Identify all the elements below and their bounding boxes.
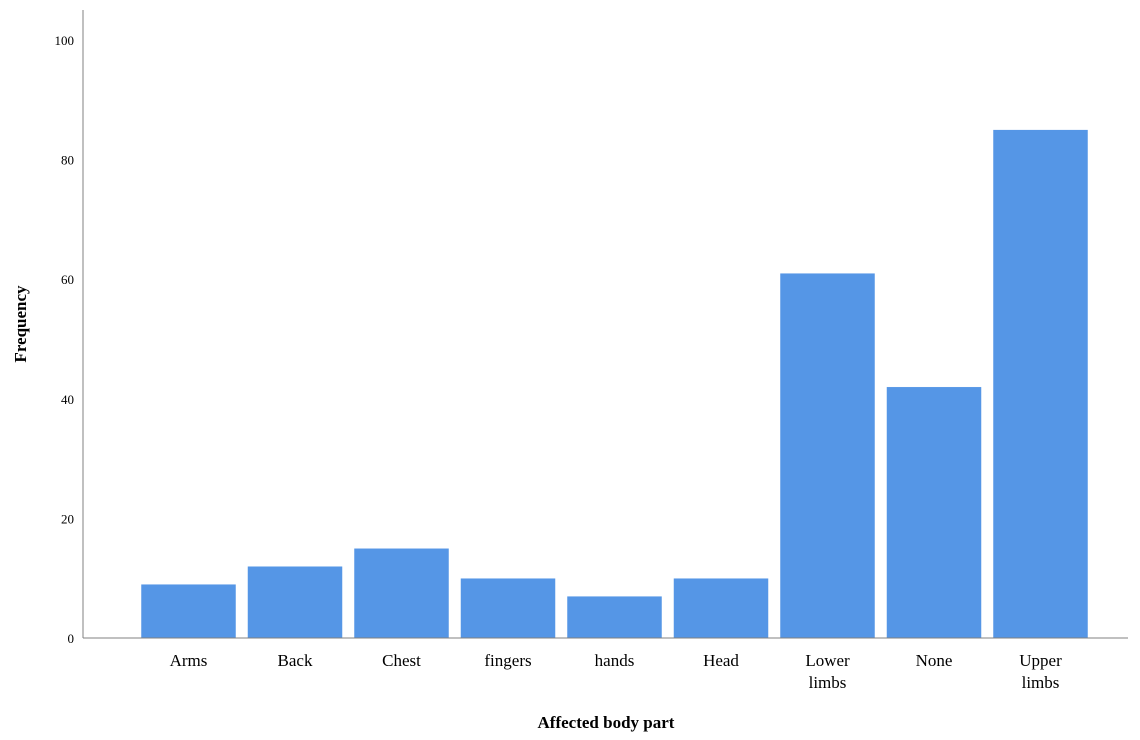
x-tick-labels: Arms Back Chest fingers hands Head Lower limbs N… xyxy=(170,651,1062,692)
x-tick-label: Lower limbs xyxy=(805,651,850,692)
bar xyxy=(460,577,556,639)
y-tick-label: 40 xyxy=(61,392,74,407)
x-tick-label: Back xyxy=(278,651,313,670)
y-tick-labels: 0 20 40 60 80 100 xyxy=(55,33,75,646)
y-axis-title: Frequency xyxy=(11,285,30,363)
bar xyxy=(673,577,769,639)
axes-layer xyxy=(82,10,1128,639)
x-axis-title: Affected body part xyxy=(538,713,675,732)
y-tick-label: 80 xyxy=(61,153,74,168)
bars-layer xyxy=(140,129,1089,639)
bar xyxy=(566,595,663,639)
y-tick-label: 60 xyxy=(61,272,74,287)
bar xyxy=(886,386,982,639)
x-tick-label: Arms xyxy=(170,651,208,670)
y-tick-label: 100 xyxy=(55,33,75,48)
y-tick-label: 20 xyxy=(61,511,74,526)
bar xyxy=(140,583,237,639)
x-tick-label: Upper limbs xyxy=(1019,651,1062,692)
x-tick-label: hands xyxy=(595,651,635,670)
bar xyxy=(353,548,450,639)
x-tick-label: Head xyxy=(703,651,739,670)
x-tick-label: fingers xyxy=(484,651,531,670)
x-tick-label: None xyxy=(916,651,953,670)
x-tick-label: Chest xyxy=(382,651,421,670)
y-tick-label: 0 xyxy=(68,631,75,646)
bar xyxy=(779,272,876,639)
bar xyxy=(247,565,343,639)
bar xyxy=(992,129,1089,639)
